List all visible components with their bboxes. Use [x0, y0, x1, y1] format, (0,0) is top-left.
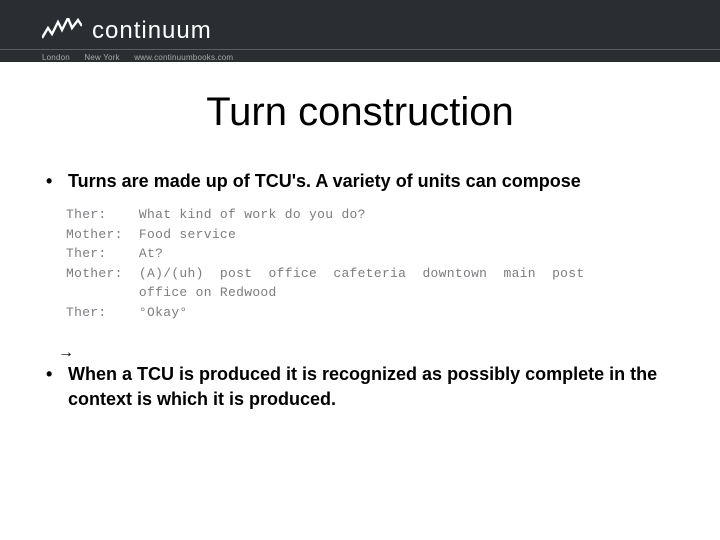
transcript: Ther: What kind of work do you do? Mothe…: [58, 205, 690, 322]
bullet-2: When a TCU is produced it is recognized …: [40, 362, 680, 411]
page-title: Turn construction: [30, 90, 690, 135]
city-1: New York: [84, 53, 119, 62]
brand-header: continuum London New York www.continuumb…: [0, 0, 720, 62]
transcript-block: Ther: What kind of work do you do? Mothe…: [58, 205, 690, 362]
brand-logo-mark: [42, 18, 82, 44]
brand-url: www.continuumbooks.com: [134, 53, 233, 62]
header-divider: [0, 49, 720, 50]
header-subtext: London New York www.continuumbooks.com: [42, 53, 245, 62]
bullet-1: Turns are made up of TCU's. A variety of…: [40, 169, 680, 193]
arrow-icon: →: [58, 344, 74, 361]
city-0: London: [42, 53, 70, 62]
bullet-list-2: When a TCU is produced it is recognized …: [30, 362, 690, 411]
bullet-list: Turns are made up of TCU's. A variety of…: [30, 169, 690, 193]
slide-body: Turn construction Turns are made up of T…: [0, 62, 720, 411]
wave-icon: [42, 18, 82, 44]
brand-name: continuum: [92, 17, 212, 45]
